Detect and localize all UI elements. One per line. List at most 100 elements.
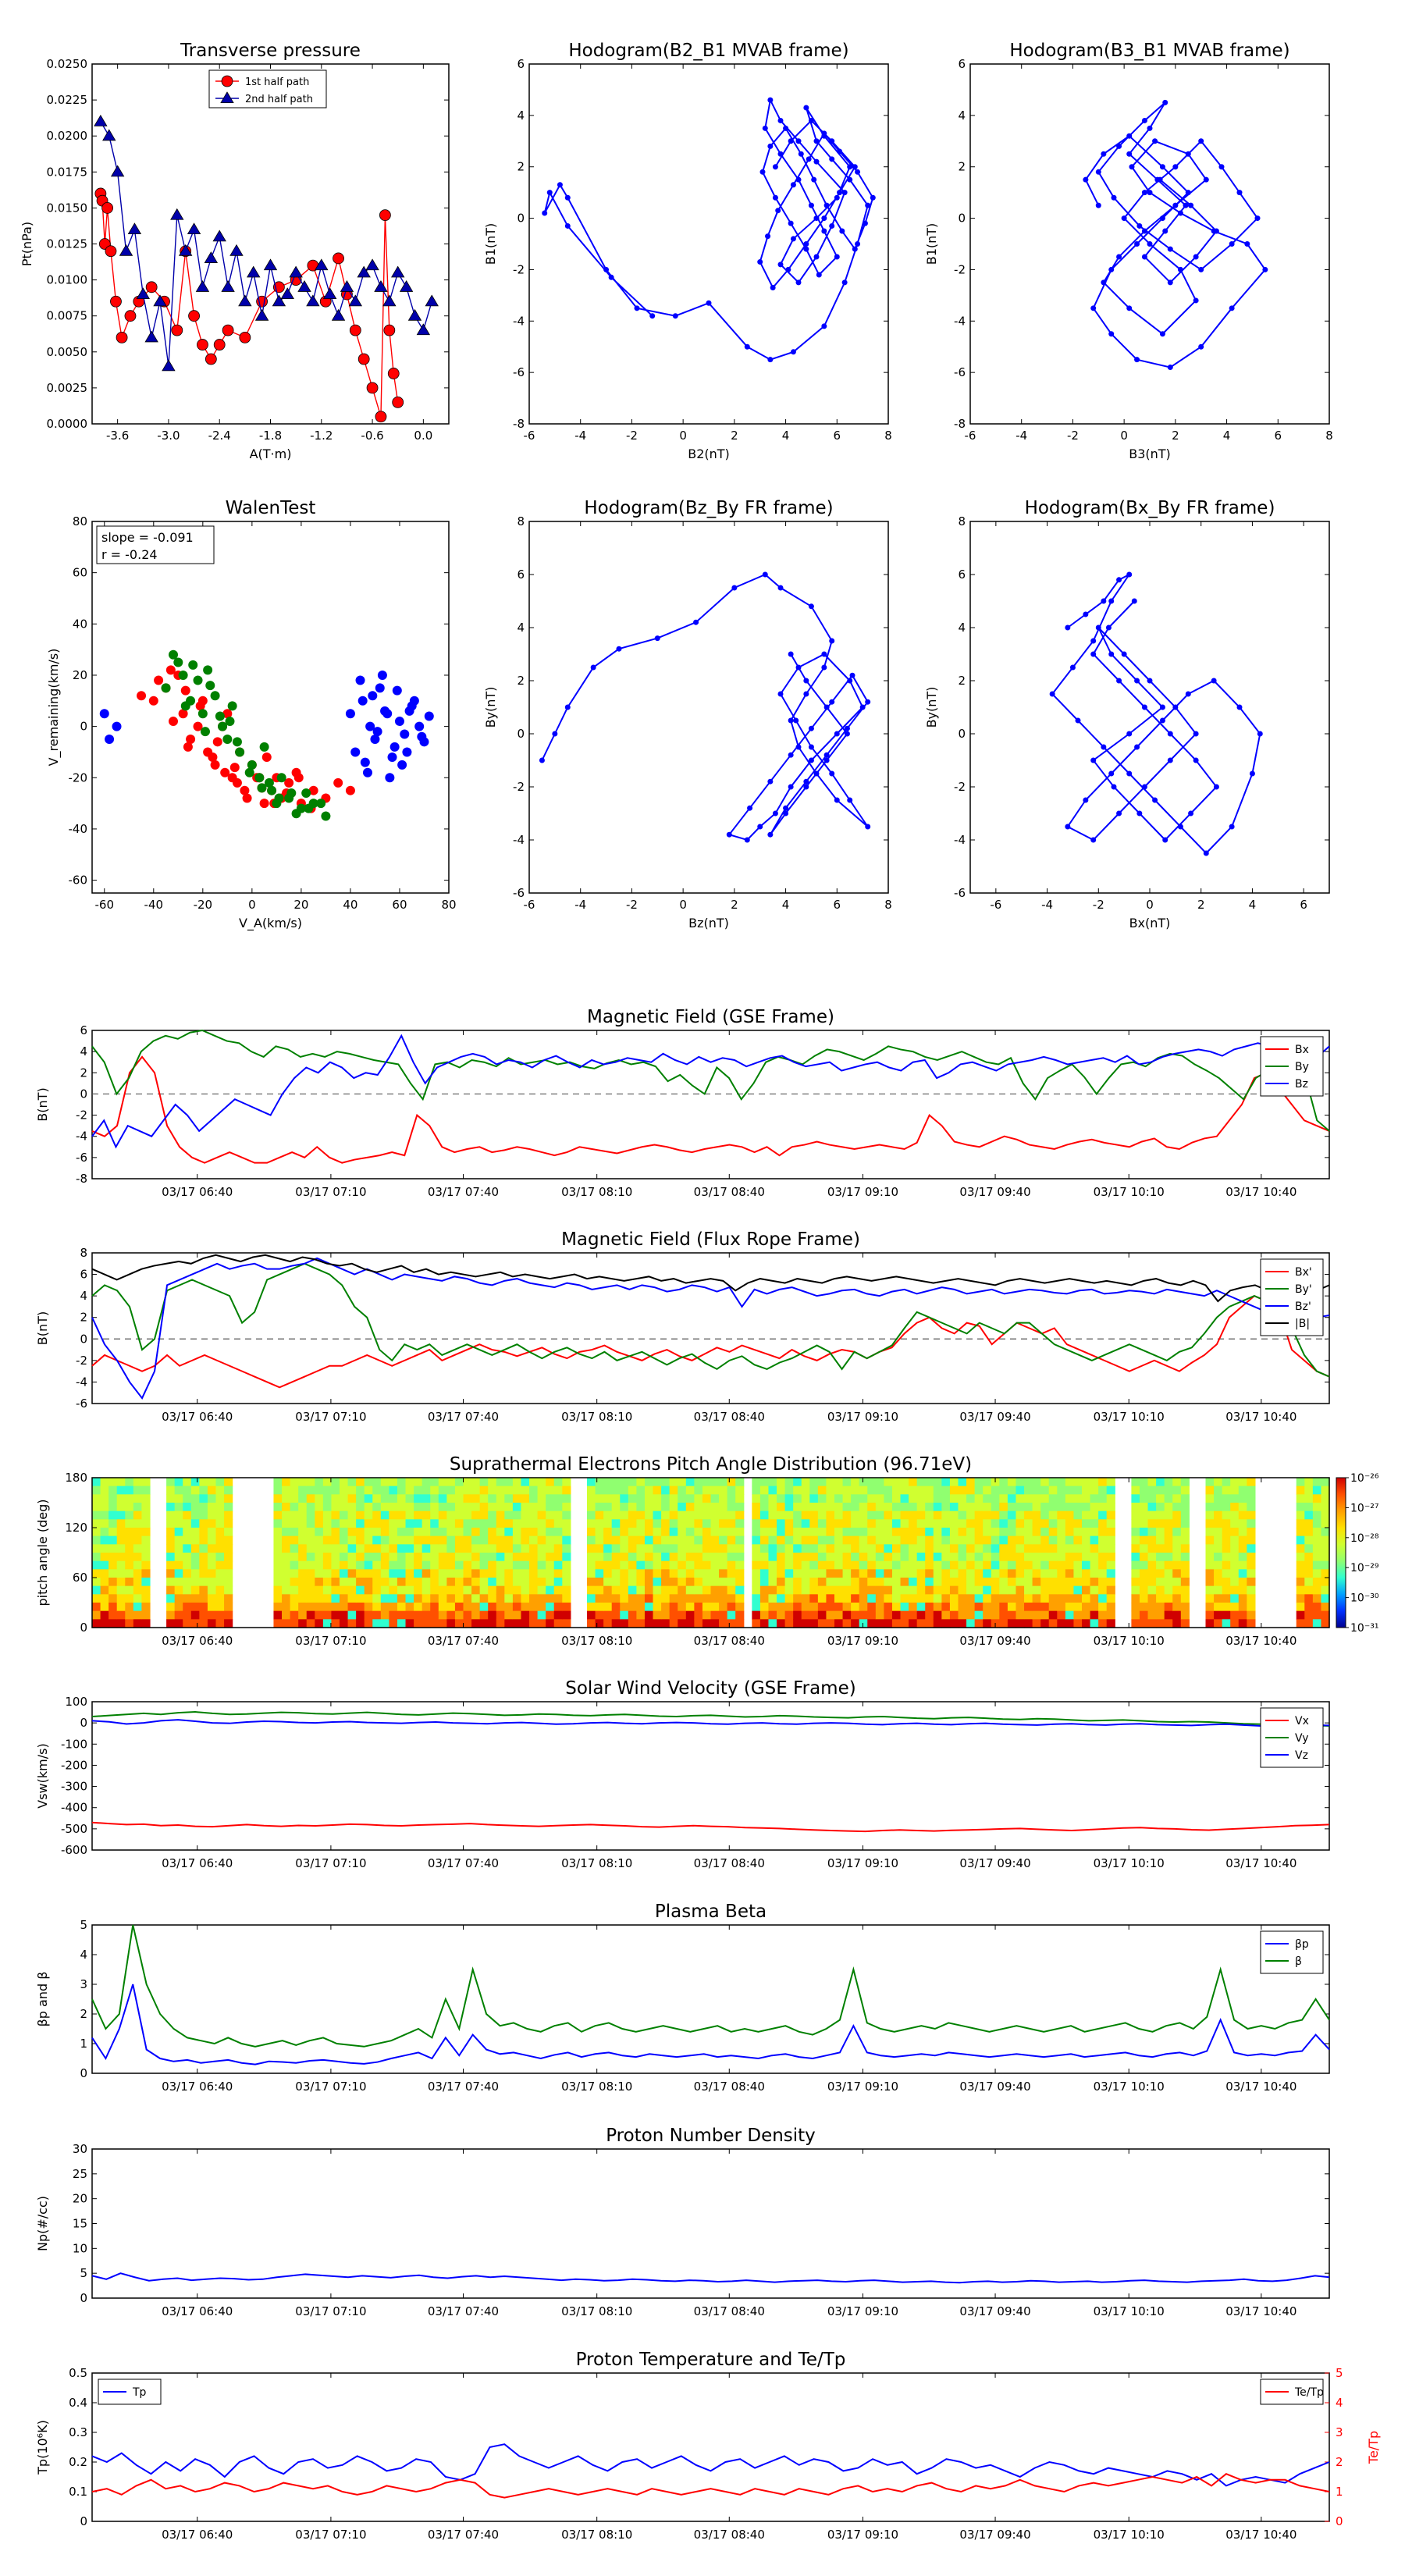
pad-cell (949, 1560, 959, 1570)
pad-cell (347, 1485, 357, 1495)
pad-cell (306, 1578, 315, 1587)
pad-cell (322, 1503, 333, 1512)
h3-point (803, 778, 809, 785)
walen-point (105, 735, 115, 745)
pad-cell (727, 1485, 736, 1495)
pad-cell (710, 1494, 720, 1503)
h2-point (1162, 228, 1168, 234)
pt-title: Transverse pressure (180, 41, 361, 61)
pad-cell (628, 1619, 637, 1628)
pad-cell (282, 1553, 291, 1562)
walen-point (247, 760, 257, 770)
temp-series-0 (91, 2443, 1330, 2487)
pad-cell (1082, 1594, 1091, 1603)
pad-cell (1147, 1578, 1157, 1587)
pt-point (229, 244, 244, 256)
pad-cell (1230, 1503, 1240, 1512)
h2-point (1095, 202, 1101, 208)
pad-cell (1147, 1519, 1157, 1528)
pt-point (171, 324, 183, 336)
pad-cell (867, 1528, 877, 1537)
pad-cell (306, 1494, 315, 1503)
h3-point (552, 731, 558, 737)
pad-cell (479, 1535, 489, 1545)
pad-cell (454, 1503, 464, 1512)
pad-cell (669, 1535, 678, 1545)
pad-cell (603, 1560, 613, 1570)
pad-cell (125, 1528, 134, 1537)
pad-cell (471, 1528, 481, 1537)
pad-cell (1172, 1519, 1182, 1528)
pad-cell (125, 1535, 134, 1545)
pad-cell (636, 1535, 646, 1545)
pad-cell (298, 1485, 308, 1495)
pad-cell (471, 1503, 481, 1512)
pad-cell (405, 1569, 414, 1578)
vel-ytick-label: -200 (61, 1758, 87, 1772)
pad-cell (224, 1619, 233, 1628)
pad-cell (620, 1594, 629, 1603)
temp-legend-label: Te/Tp (1294, 2386, 1324, 2399)
pad-cell (735, 1603, 745, 1612)
pad-cell (1024, 1494, 1033, 1503)
pad-cell (1131, 1478, 1140, 1487)
pad-cell (1180, 1485, 1190, 1495)
h1-xtick-label: 4 (782, 429, 790, 443)
pad-cell (777, 1503, 786, 1512)
pad-cell (224, 1610, 233, 1620)
walen-point (165, 665, 176, 675)
pad-cell (991, 1535, 1000, 1545)
h1-point (775, 208, 781, 214)
h3-ytick-label: -4 (513, 833, 525, 847)
pad-cell (273, 1560, 283, 1570)
pad-cell (834, 1478, 844, 1487)
np-title: Proton Number Density (606, 2126, 816, 2146)
walen-point (169, 649, 179, 660)
pad-cell (347, 1535, 357, 1545)
pad-cell (644, 1544, 654, 1553)
pad-cell (1296, 1560, 1305, 1570)
h1-point (788, 138, 794, 144)
h1-point (785, 266, 791, 272)
pad-cell (446, 1603, 456, 1612)
pad-cell (183, 1510, 192, 1520)
h4-point (1090, 651, 1097, 657)
pad-cell (949, 1553, 959, 1562)
pad-cell (1082, 1528, 1091, 1537)
pad-cell (125, 1553, 134, 1562)
pad-cell (372, 1569, 382, 1578)
h1-point (808, 202, 814, 208)
pad-cell (322, 1603, 333, 1612)
pad-cell (1296, 1619, 1305, 1628)
h2-xlabel: B3(nT) (1129, 447, 1171, 461)
pad-cell (842, 1528, 852, 1537)
pad-cell (463, 1519, 472, 1528)
walen-point (244, 767, 254, 777)
pad-cell (1098, 1610, 1108, 1620)
vel-ytick-label: -500 (61, 1822, 87, 1836)
pad-cell (1230, 1585, 1240, 1595)
h1-ytick-label: -4 (513, 314, 525, 328)
pad-cell (768, 1503, 777, 1512)
pad-cell (199, 1560, 208, 1570)
pad-cell (1106, 1528, 1115, 1537)
pad-cell (273, 1594, 283, 1603)
mag_gse-ytick-label: 6 (80, 1023, 87, 1037)
pad-cell (587, 1485, 596, 1495)
pad-cell (958, 1553, 967, 1562)
pad-cell (842, 1503, 852, 1512)
pad-cell (661, 1610, 670, 1620)
walen-ytick-label: 0 (80, 720, 87, 734)
pad-cell (562, 1485, 571, 1495)
pad-cell (859, 1535, 868, 1545)
pad-cell (595, 1603, 604, 1612)
pad-cell (909, 1594, 918, 1603)
pad-cell (678, 1594, 687, 1603)
pad-cell (290, 1485, 299, 1495)
pad-cell (430, 1519, 439, 1528)
pad-cell (851, 1494, 860, 1503)
pad-cell (504, 1528, 514, 1537)
pad-cell (190, 1544, 200, 1553)
pad-cell (1296, 1494, 1305, 1503)
pad-cell (1082, 1535, 1091, 1545)
